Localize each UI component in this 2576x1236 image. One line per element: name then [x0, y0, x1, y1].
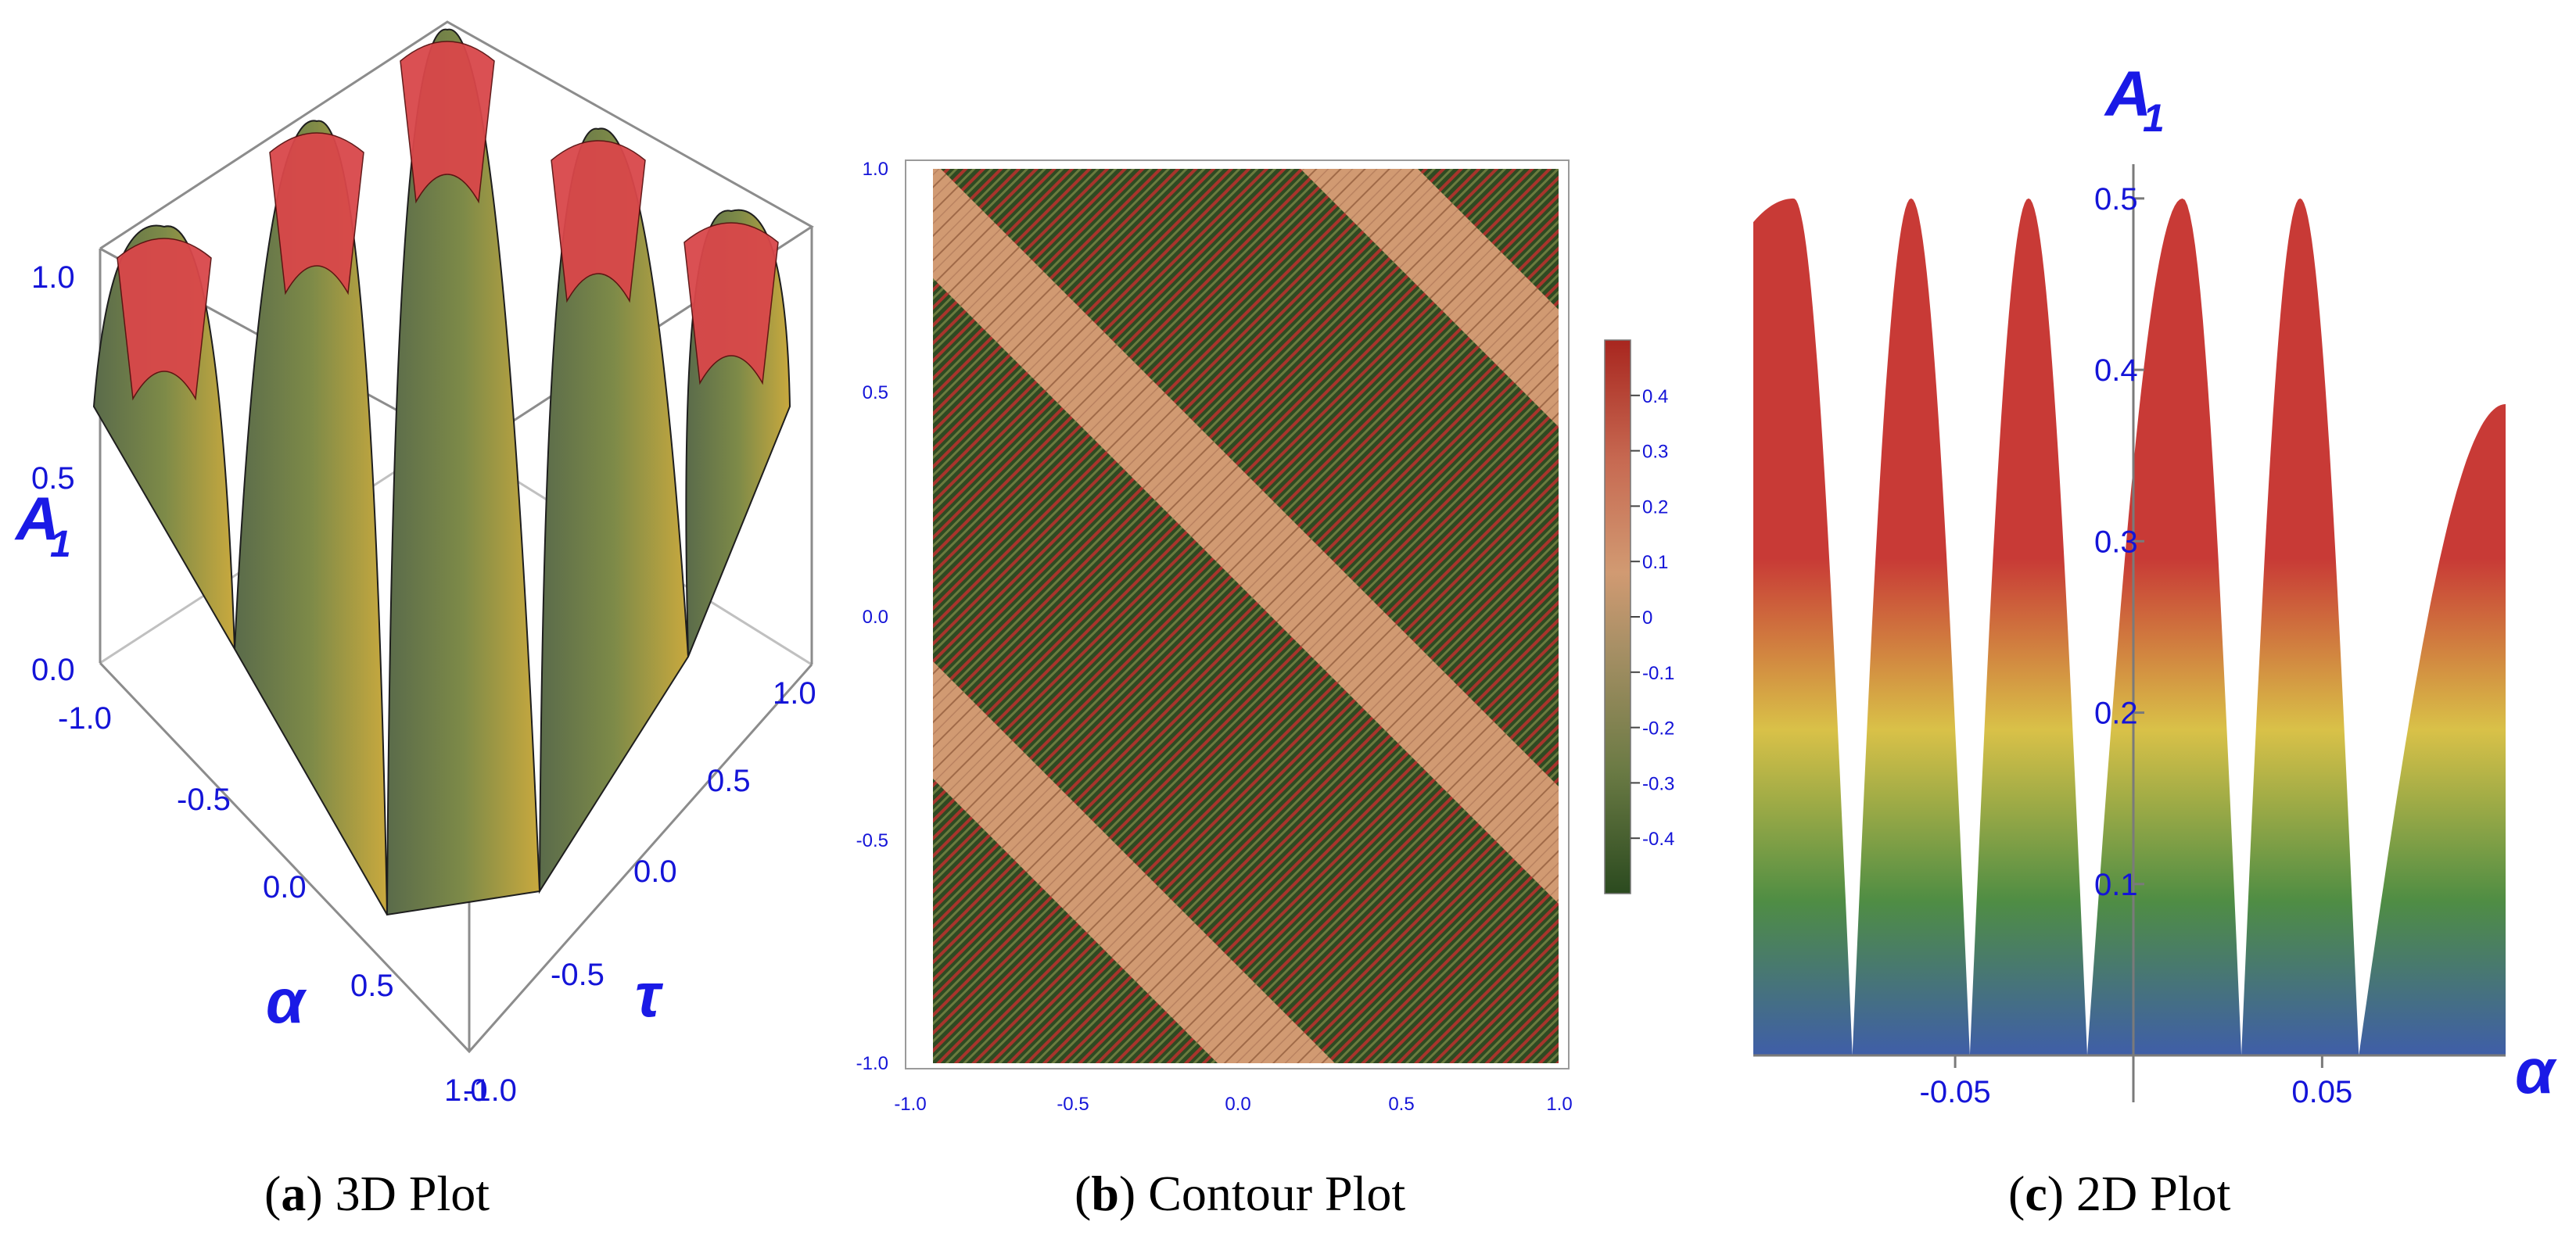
tau-tick: 0.0: [633, 854, 677, 889]
tau-axis-label: τ: [635, 960, 664, 1030]
caption-b-letter: b: [1091, 1166, 1119, 1221]
alpha-tick: -0.5: [177, 783, 231, 817]
x-tick: 0.0: [1225, 1094, 1250, 1115]
surface-crest: [551, 140, 646, 303]
captions: (a) 3D Plot (b) Contour Plot (c) 2D Plot: [264, 1166, 2231, 1221]
alpha-axis-ticks: -1.0 -0.5 0.0 0.5 1.0: [58, 701, 488, 1108]
y-tick: 1.0: [863, 159, 888, 180]
surface-ridge: [386, 28, 541, 916]
surface-crest: [269, 132, 364, 296]
y-axis-label-subscript: 1: [2143, 96, 2165, 140]
y-tick-label: 0.1: [2094, 868, 2138, 902]
tau-tick: 0.5: [707, 764, 751, 798]
colorbar-tick-label: 0.4: [1642, 386, 1668, 407]
area-series: [1753, 198, 2506, 1055]
alpha-tick: 0.5: [350, 969, 394, 1003]
surface-ridge: [233, 120, 388, 915]
y-tick-label: 0.2: [2094, 697, 2138, 731]
x-tick-label: 0.05: [2291, 1075, 2352, 1109]
y-tick-label: 0.3: [2094, 525, 2138, 559]
alpha-tick: -1.0: [58, 701, 112, 736]
z-axis-label-subscript: 1: [50, 524, 71, 565]
colorbar-tick-label: 0.3: [1642, 442, 1668, 463]
x-tick: 0.5: [1388, 1094, 1414, 1115]
colorbar-tick-label: -0.2: [1642, 718, 1674, 740]
area-fill: [1753, 198, 2506, 1055]
light-bands: [933, 169, 1559, 1063]
x-tick: -1.0: [894, 1094, 926, 1115]
light-band: [933, 661, 1335, 1063]
y-axis-label: A: [2104, 59, 2151, 130]
surface-crest: [400, 41, 495, 204]
x-tick: 1.0: [1546, 1094, 1572, 1115]
contour-plot-panel: 1.0 0.5 0.0 -0.5 -1.0 -1.0 -0.5 0.0 0.5 …: [856, 159, 1675, 1115]
caption-c-letter: c: [2025, 1166, 2047, 1221]
caption-a-letter: a: [281, 1166, 306, 1221]
x-tick: -0.5: [1057, 1094, 1089, 1115]
tau-tick: 1.0: [773, 676, 816, 711]
colorbar-tick-label: 0.2: [1642, 496, 1668, 518]
y-tick: 0.0: [863, 607, 888, 628]
y-tick: -1.0: [856, 1053, 888, 1074]
x-tick-label: -0.05: [1920, 1075, 1991, 1109]
x-axis-label: α: [2515, 1036, 2557, 1107]
y-tick: 0.5: [863, 382, 888, 403]
z-tick: 0.0: [31, 653, 75, 687]
surface-crest: [683, 222, 779, 385]
contour-y-ticks: 1.0 0.5 0.0 -0.5 -1.0: [856, 159, 888, 1074]
caption-b: (b) Contour Plot: [1075, 1166, 1405, 1221]
y-tick: -0.5: [856, 830, 888, 851]
contour-x-ticks: -1.0 -0.5 0.0 0.5 1.0: [894, 1094, 1572, 1115]
tau-axis-ticks: -1.0 -0.5 0.0 0.5 1.0: [463, 676, 816, 1108]
colorbar-tick-label: 0: [1642, 607, 1652, 629]
z-axis-label: A: [14, 484, 59, 553]
y-axis-ticks: 0.1 0.2 0.3 0.4 0.5: [2094, 182, 2144, 902]
caption-c: (c) 2D Plot: [2008, 1166, 2231, 1221]
caption-b-text: ) Contour Plot: [1119, 1166, 1405, 1221]
colorbar: [1604, 339, 1631, 894]
tau-tick: -0.5: [551, 958, 605, 992]
x-axis-ticks: -0.05 0.05: [1920, 1055, 2352, 1109]
surface-plot-panel: 1.0 0.5 0.0 A 1 -1.0 -0.5 0.0 0.5 1.0 α …: [14, 20, 816, 1108]
caption-a: (a) 3D Plot: [264, 1166, 490, 1221]
colorbar-tick-label: -0.3: [1642, 773, 1674, 794]
z-tick: 0.5: [31, 461, 75, 496]
y-tick-label: 0.4: [2094, 353, 2138, 388]
surface-mesh: [92, 28, 791, 916]
area-plot-panel: 0.1 0.2 0.3 0.4 0.5 -0.05 0.05 A 1 α: [1753, 59, 2557, 1109]
colorbar-tick-label: 0.1: [1642, 552, 1668, 573]
surface-crest: [117, 238, 212, 401]
colorbar-ticks: 0.4 0.3 0.2 0.1 0 -0.1 -0.2 -0.3 -0.4: [1631, 386, 1674, 850]
z-axis-ticks: 1.0 0.5 0.0: [31, 260, 75, 687]
colorbar-tick-label: -0.1: [1642, 663, 1674, 684]
light-band: [933, 169, 1559, 904]
contour-field: [933, 169, 1559, 1063]
light-band: [1301, 169, 1559, 427]
caption-a-text: ) 3D Plot: [306, 1166, 490, 1221]
z-tick: 1.0: [31, 260, 75, 295]
alpha-tick: 1.0: [444, 1073, 488, 1108]
caption-c-text: ) 2D Plot: [2047, 1166, 2231, 1221]
surface-ridge: [538, 127, 690, 894]
y-tick-label: 0.5: [2094, 182, 2138, 217]
tau-tick: -1.0: [463, 1073, 517, 1108]
alpha-tick: 0.0: [263, 870, 307, 905]
colorbar-tick-label: -0.4: [1642, 829, 1674, 850]
alpha-axis-label: α: [266, 966, 307, 1036]
